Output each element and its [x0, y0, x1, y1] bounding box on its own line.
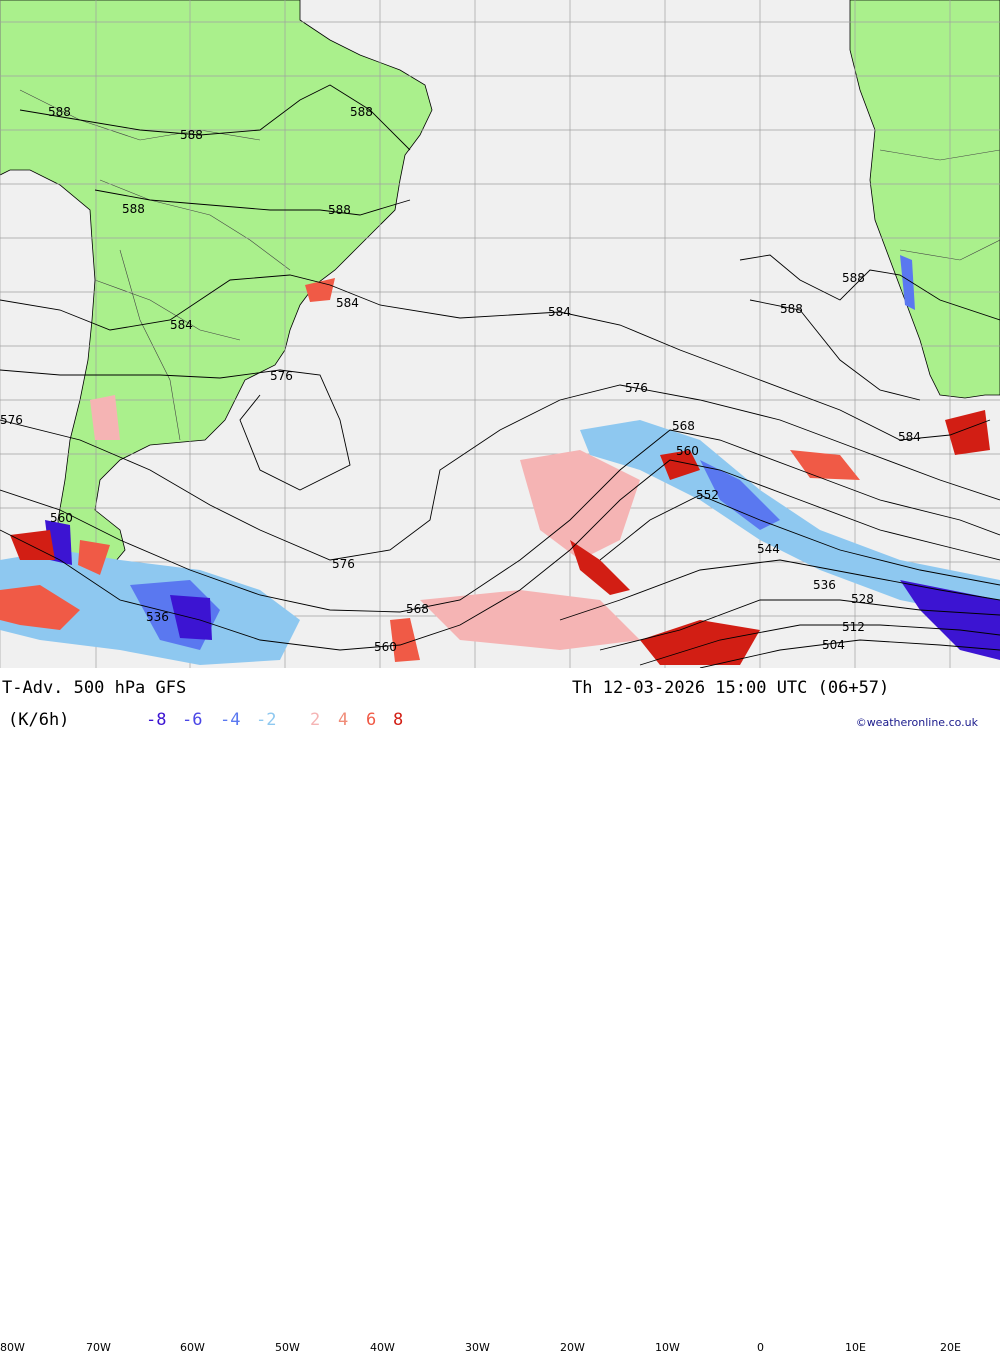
- contour-label: 588: [122, 202, 145, 216]
- contour-label: 568: [406, 602, 429, 616]
- contour-label: 584: [170, 318, 193, 332]
- contour-label: 584: [898, 430, 921, 444]
- contour-label: 588: [842, 271, 865, 285]
- legend-warm-value: 4: [338, 710, 349, 730]
- lon-label: 70W: [86, 1341, 111, 1354]
- geopotential-contours: [0, 84, 1000, 668]
- contour-label: 560: [50, 511, 73, 525]
- contour-label: 576: [332, 557, 355, 571]
- contour-label: 576: [0, 413, 23, 427]
- contour-label: 568: [672, 419, 695, 433]
- lon-label: 20E: [940, 1341, 961, 1354]
- lon-label: 40W: [370, 1341, 395, 1354]
- credit-link[interactable]: ©weatheronline.co.uk: [855, 716, 978, 729]
- map-datetime: Th 12-03-2026 15:00 UTC (06+57): [572, 678, 890, 698]
- lon-label: 0: [757, 1341, 764, 1354]
- contour-label: 552: [696, 488, 719, 502]
- legend-cold-value: -4: [220, 710, 241, 730]
- contour-label: 588: [328, 203, 351, 217]
- legend-warm-value: 6: [366, 710, 377, 730]
- land-south-america: [0, 0, 433, 611]
- lat-lon-grid: [0, 0, 1000, 668]
- lon-label: 10W: [655, 1341, 680, 1354]
- contour-label: 588: [48, 105, 71, 119]
- units-label: (K/6h): [8, 710, 70, 730]
- contour-label: 588: [180, 128, 203, 142]
- contour-label: 588: [780, 302, 803, 316]
- contour-labels: 588 588 588 588 588 584 584 584 576 576 …: [0, 105, 921, 654]
- lon-label: 80W: [0, 1341, 25, 1354]
- legend-cold-value: -6: [182, 710, 203, 730]
- lon-label: 50W: [275, 1341, 300, 1354]
- legend-warm-value: 2: [310, 710, 321, 730]
- lon-label: 30W: [465, 1341, 490, 1354]
- contour-label: 536: [813, 578, 836, 592]
- lon-label: 20W: [560, 1341, 585, 1354]
- contour-label: 584: [336, 296, 359, 310]
- contour-label: 504: [822, 638, 845, 652]
- contour-label: 528: [851, 592, 874, 606]
- lon-label: 10E: [845, 1341, 866, 1354]
- contour-label: 576: [625, 381, 648, 395]
- legend-cold-value: -2: [256, 710, 277, 730]
- contour-label: 536: [146, 610, 169, 624]
- contour-label: 576: [270, 369, 293, 383]
- contour-label: 584: [548, 305, 571, 319]
- lon-label: 60W: [180, 1341, 205, 1354]
- contour-label: 512: [842, 620, 865, 634]
- contour-label: 588: [350, 105, 373, 119]
- contour-label: 560: [676, 444, 699, 458]
- land-africa: [849, 0, 1000, 399]
- contour-label: 544: [757, 542, 780, 556]
- map-title: T-Adv. 500 hPa GFS: [2, 678, 187, 698]
- legend-warm-value: 8: [393, 710, 404, 730]
- weather-map: 588 588 588 588 588 584 584 584 576 576 …: [0, 0, 1000, 668]
- contour-label: 560: [374, 640, 397, 654]
- legend-cold-value: -8: [146, 710, 167, 730]
